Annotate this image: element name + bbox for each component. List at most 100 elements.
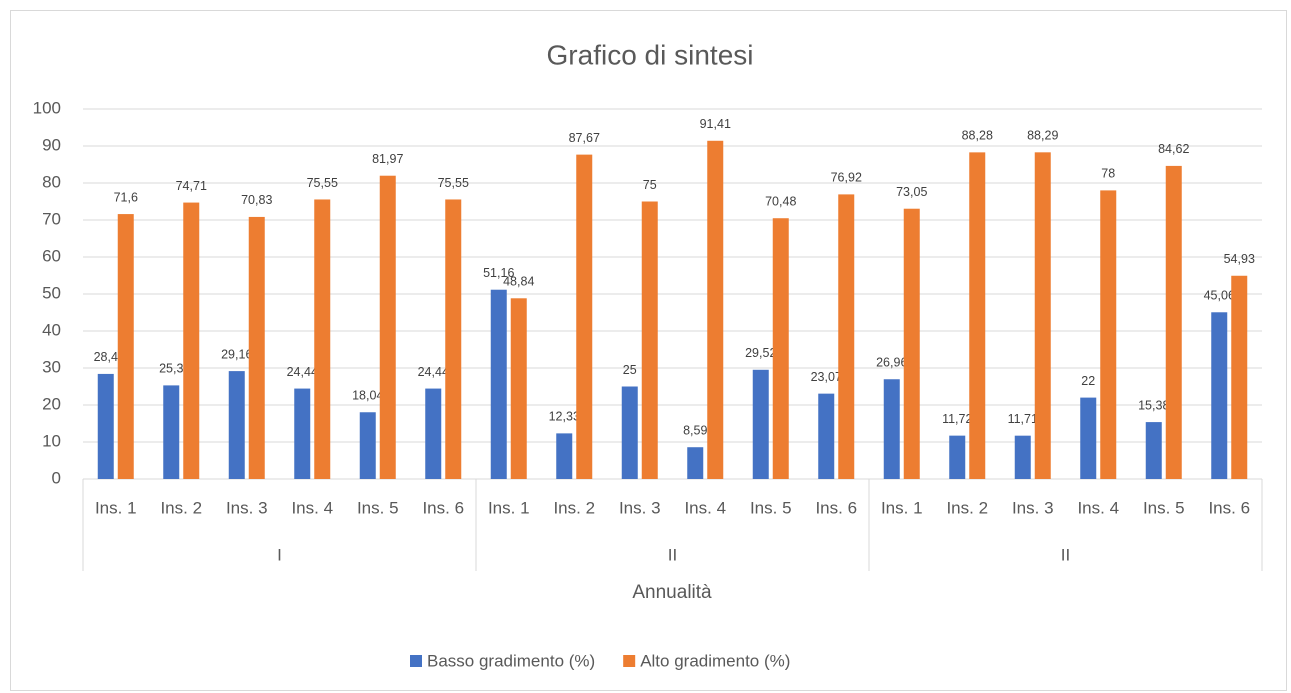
x-tick-label: Ins. 5 — [750, 498, 792, 517]
data-label: 71,6 — [114, 190, 138, 204]
bar — [1211, 312, 1228, 479]
data-label: 29,16 — [221, 347, 252, 361]
x-tick-label: Ins. 2 — [946, 498, 988, 517]
x-tick-label: Ins. 1 — [881, 498, 923, 517]
bar — [248, 216, 265, 479]
bar — [1231, 275, 1248, 479]
bar — [772, 218, 789, 479]
data-label: 26,96 — [876, 356, 907, 370]
data-label: 12,33 — [549, 410, 580, 424]
data-label: 91,41 — [700, 117, 731, 131]
bar — [1100, 190, 1117, 479]
bar — [949, 435, 966, 479]
data-label: 11,71 — [1008, 412, 1038, 426]
bar — [687, 447, 704, 479]
x-tick-label: Ins. 5 — [1143, 498, 1185, 517]
data-label: 22 — [1081, 374, 1095, 388]
bar — [228, 371, 245, 479]
bar — [818, 393, 835, 479]
x-tick-label: Ins. 5 — [357, 498, 399, 517]
legend-label: Alto gradimento (%) — [640, 651, 790, 670]
bar — [183, 202, 200, 479]
bar — [510, 298, 527, 479]
data-label: 76,92 — [831, 171, 862, 185]
bar — [117, 214, 134, 479]
x-tick-label: Ins. 4 — [1077, 498, 1119, 517]
data-label: 45,06 — [1204, 289, 1235, 303]
data-label: 84,62 — [1158, 142, 1189, 156]
data-label: 88,29 — [1027, 129, 1058, 143]
bar — [97, 373, 114, 479]
bar — [838, 194, 855, 479]
x-tick-label: Ins. 6 — [815, 498, 857, 517]
legend-label: Basso gradimento (%) — [427, 651, 595, 670]
x-tick-label: Ins. 3 — [619, 498, 661, 517]
bar — [379, 175, 396, 479]
data-label: 74,71 — [176, 179, 207, 193]
y-tick-label: 50 — [42, 283, 61, 302]
y-tick-label: 10 — [42, 431, 61, 450]
data-label: 29,52 — [745, 346, 776, 360]
data-label: 73,05 — [896, 185, 927, 199]
y-tick-label: 100 — [33, 98, 61, 117]
data-label: 25 — [623, 363, 637, 377]
x-tick-label: Ins. 4 — [291, 498, 333, 517]
x-tick-label: Ins. 6 — [1208, 498, 1250, 517]
bar — [1080, 397, 1097, 479]
bar — [556, 433, 573, 479]
data-label: 18,04 — [352, 389, 383, 403]
bar — [1145, 422, 1162, 479]
x-tick-label: Ins. 2 — [160, 498, 202, 517]
x-tick-label: Ins. 6 — [422, 498, 464, 517]
data-label: 70,83 — [241, 193, 272, 207]
data-label: 88,28 — [962, 129, 993, 143]
bar — [445, 199, 462, 479]
bar — [576, 154, 593, 479]
y-tick-label: 90 — [42, 135, 61, 154]
data-label: 54,93 — [1224, 252, 1255, 266]
bar — [359, 412, 376, 479]
y-tick-label: 20 — [42, 394, 61, 413]
data-label: 8,59 — [683, 424, 707, 438]
x-axis-title: Annualità — [632, 582, 712, 603]
data-label: 81,97 — [372, 152, 403, 166]
x-tick-label: Ins. 4 — [684, 498, 726, 517]
bar — [707, 140, 724, 479]
data-label: 11,72 — [942, 412, 972, 426]
bar — [1014, 435, 1031, 479]
data-label: 28,4 — [94, 350, 118, 364]
y-tick-label: 80 — [42, 172, 61, 191]
data-label: 23,07 — [811, 370, 842, 384]
x-tick-label: Ins. 3 — [226, 498, 268, 517]
y-tick-label: 30 — [42, 357, 61, 376]
bar — [1165, 165, 1182, 479]
data-label: 70,48 — [765, 195, 796, 209]
bar — [903, 208, 920, 479]
y-tick-label: 70 — [42, 209, 61, 228]
x-tick-label: Ins. 1 — [95, 498, 137, 517]
bar — [490, 289, 507, 479]
data-label: 75,55 — [307, 176, 338, 190]
data-label: 48,84 — [503, 275, 534, 289]
data-label: 78 — [1101, 167, 1115, 181]
y-tick-label: 0 — [52, 468, 61, 487]
data-label: 75,55 — [438, 176, 469, 190]
data-label: 51,16 — [483, 266, 514, 280]
bar — [883, 379, 900, 479]
data-label: 24,44 — [287, 365, 318, 379]
y-tick-label: 40 — [42, 320, 61, 339]
bar — [1034, 152, 1051, 479]
legend-swatch — [410, 655, 422, 667]
chart-title: Grafico di sintesi — [547, 39, 754, 70]
bar — [294, 388, 311, 479]
data-label: 15,38 — [1138, 398, 1169, 412]
x-tick-label: Ins. 2 — [553, 498, 595, 517]
x-tick-label: Ins. 1 — [488, 498, 530, 517]
data-label: 25,3 — [159, 362, 183, 376]
bar — [641, 201, 658, 479]
legend-swatch — [623, 655, 636, 667]
bar — [314, 199, 331, 479]
group-label: I — [277, 545, 282, 564]
data-label: 75 — [643, 178, 657, 192]
